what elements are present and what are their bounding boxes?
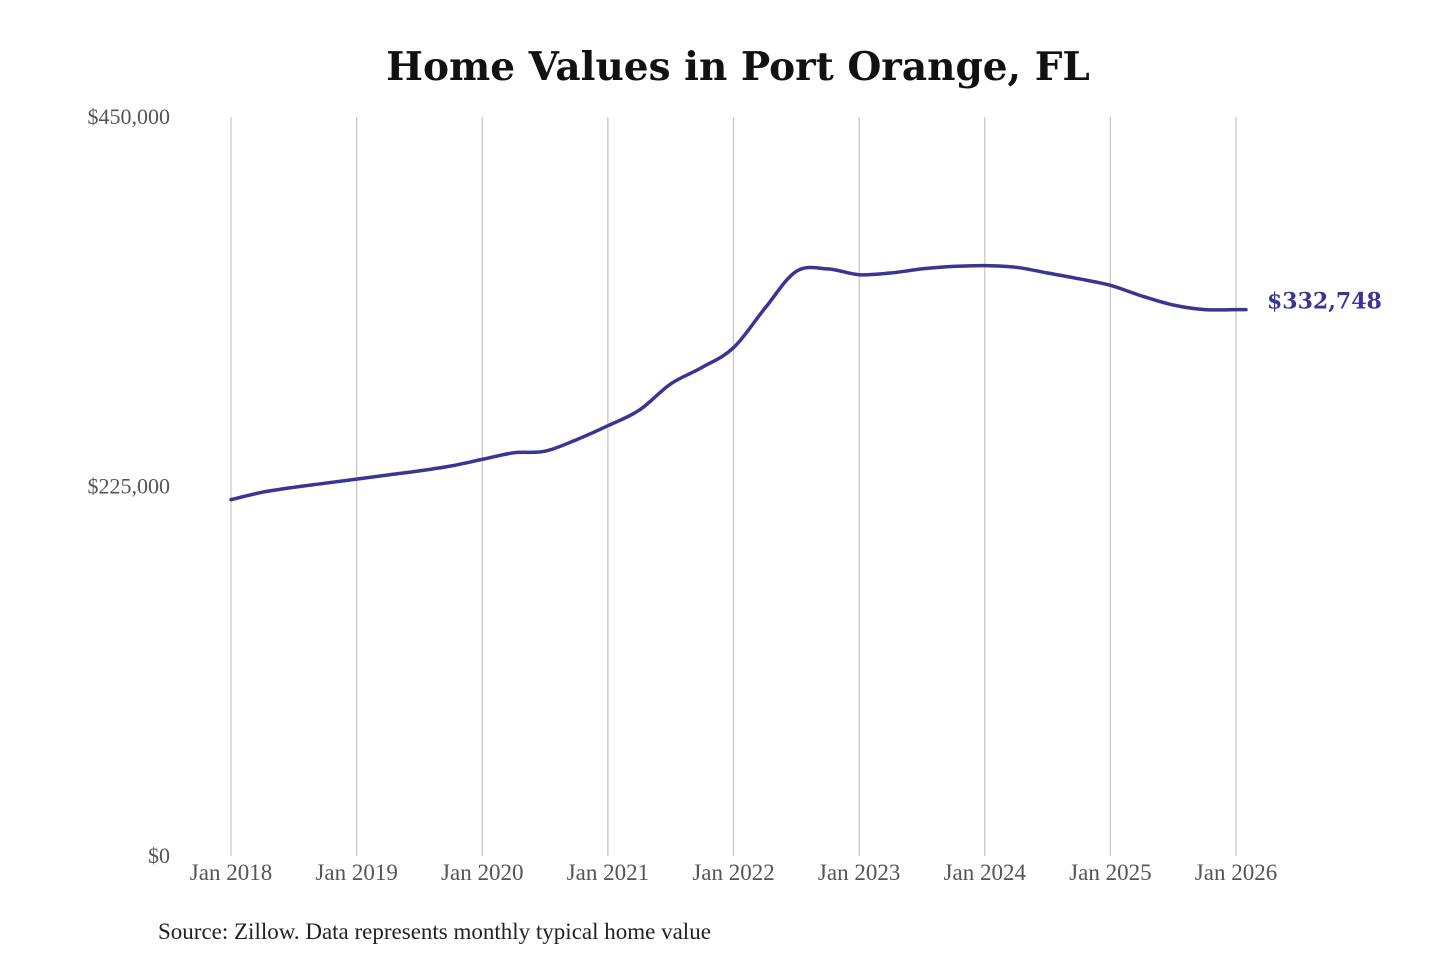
x-axis-ticks: Jan 2018 Jan 2019 Jan 2020 Jan 2021 Jan 2022… — [190, 860, 1277, 885]
chart-title: Home Values in Port Orange, FL — [386, 44, 1090, 90]
x-tick-label: Jan 2022 — [692, 860, 774, 885]
x-tick-label: Jan 2018 — [190, 860, 272, 885]
y-tick-label: $225,000 — [88, 474, 171, 499]
gridlines — [230, 117, 1237, 856]
x-tick-label: Jan 2025 — [1069, 860, 1151, 885]
x-tick-label: Jan 2020 — [441, 860, 523, 885]
latest-value-label: $332,748 — [1267, 289, 1382, 315]
y-tick-label: $450,000 — [88, 104, 171, 129]
source-note: Source: Zillow. Data represents monthly … — [158, 919, 711, 944]
x-tick-label: Jan 2019 — [315, 860, 397, 885]
x-tick-label: Jan 2026 — [1195, 860, 1277, 885]
home-value-line — [229, 263, 1248, 502]
x-tick-label: Jan 2021 — [567, 860, 649, 885]
y-axis-ticks: $0 $225,000 $450,000 — [88, 104, 171, 868]
x-tick-label: Jan 2023 — [818, 860, 900, 885]
y-tick-label: $0 — [148, 843, 170, 868]
x-tick-label: Jan 2024 — [944, 860, 1027, 885]
